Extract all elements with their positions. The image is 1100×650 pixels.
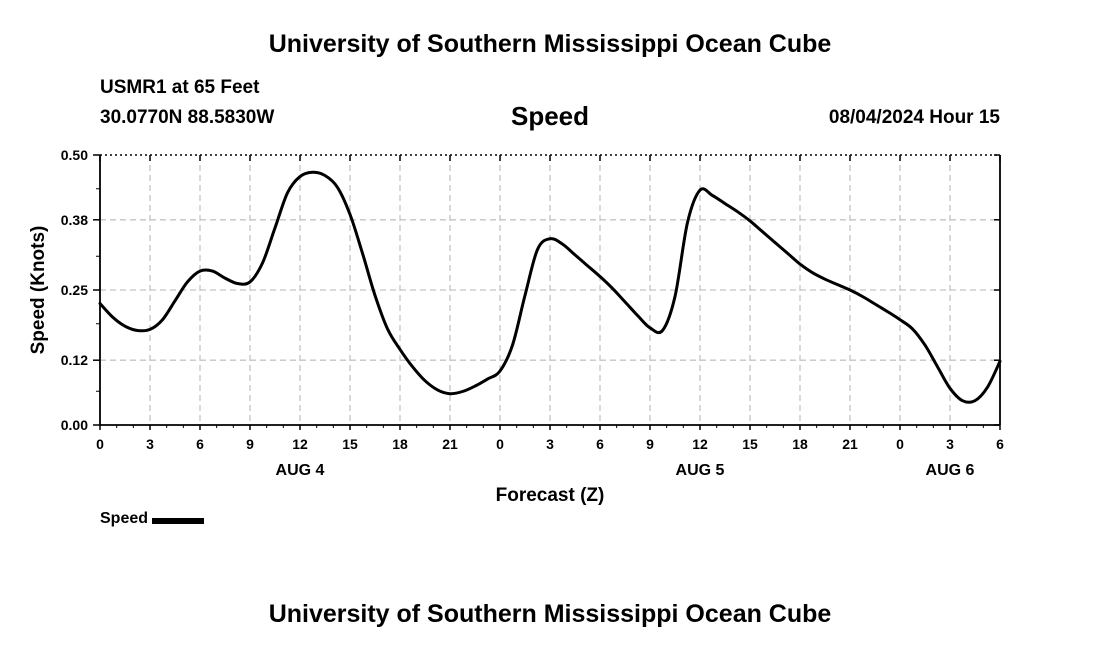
axis-labels: 0 3 6 9 12 15 18 21 0 3 6 9 12 15 18 21 0 3 6 0.00 0.12 0.25 0…: [28, 147, 1004, 506]
x-tick-label: 6: [196, 436, 204, 452]
y-tick-label: 0.12: [61, 352, 88, 368]
x-tick-label: 6: [996, 436, 1004, 452]
x-tick-label: 0: [896, 436, 904, 452]
y-tick-label: 0.38: [61, 212, 88, 228]
y-tick-label: 0.50: [61, 147, 88, 163]
x-tick-label: 12: [292, 436, 308, 452]
y-axis-title: Speed (Knots): [28, 226, 49, 355]
day-label: AUG 6: [926, 462, 975, 479]
coordinates-label: 30.0770N 88.5830W: [100, 107, 275, 128]
x-tick-label: 0: [96, 436, 104, 452]
x-tick-label: 21: [442, 436, 458, 452]
legend: Speed: [100, 510, 205, 528]
x-tick-label: 18: [792, 436, 808, 452]
grid: [100, 155, 1000, 425]
y-tick-label: 0.25: [61, 282, 88, 298]
x-tick-label: 9: [646, 436, 654, 452]
x-tick-label: 12: [692, 436, 708, 452]
x-tick-label: 3: [946, 436, 954, 452]
legend-swatch: [152, 517, 205, 524]
x-tick-label: 21: [842, 436, 858, 452]
x-tick-label: 6: [596, 436, 604, 452]
x-tick-label: 9: [246, 436, 254, 452]
day-label: AUG 5: [676, 462, 725, 479]
day-label: AUG 4: [276, 462, 325, 479]
x-tick-label: 18: [392, 436, 408, 452]
series-layer: [98, 170, 1002, 404]
x-tick-label: 3: [546, 436, 554, 452]
x-axis-title: Forecast (Z): [496, 485, 605, 506]
axes: [93, 154, 1001, 430]
station-label: USMR1 at 65 Feet: [100, 77, 260, 98]
page-title: University of Southern Mississippi Ocean…: [268, 30, 832, 58]
x-tick-label: 15: [742, 436, 758, 452]
legend-label: Speed: [100, 510, 149, 527]
x-tick-label: 3: [146, 436, 154, 452]
datetime-label: 08/04/2024 Hour 15: [828, 107, 1000, 128]
footer-title: University of Southern Mississippi Ocean…: [268, 600, 832, 628]
series-line-speed: [98, 170, 1002, 404]
chart-title: Speed: [510, 101, 590, 131]
y-tick-label: 0.00: [61, 417, 88, 433]
x-tick-label: 0: [496, 436, 504, 452]
x-tick-label: 15: [342, 436, 358, 452]
